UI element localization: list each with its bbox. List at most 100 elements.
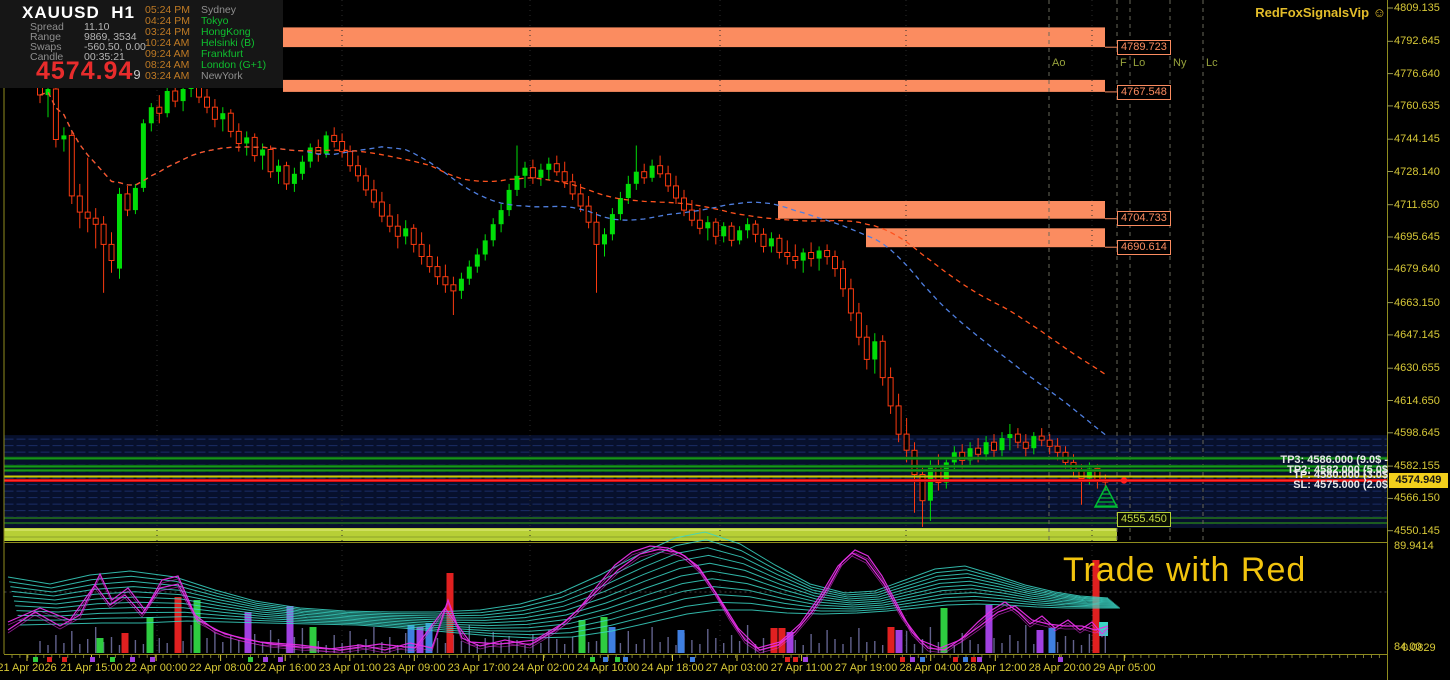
signal-marker [963,657,968,662]
swaps-value: -560.50, 0.00 [84,41,146,53]
signal-marker [110,657,115,662]
spread-label: Spread [30,21,64,33]
price-axis-label: 4792.645 [1394,35,1440,48]
price-axis-label: 4647.145 [1394,328,1440,341]
session-time-london: 08:24 AM [145,59,190,71]
session-time-tokyo: 04:24 PM [145,15,190,27]
signal-marker [33,657,38,662]
signal-marker [615,657,620,662]
signal-marker [62,657,67,662]
session-line-label-lc: Lc [1206,57,1218,69]
time-axis-label: 21 Apr 15:00 [60,662,123,674]
session-line-label-ny: Ny [1173,57,1187,69]
price-axis-label: 4566.150 [1394,492,1440,505]
signal-marker [90,657,95,662]
signal-marker [590,657,595,662]
signal-marker [977,657,982,662]
tp3-label: TP3: 4586.000 (9.0$ - [1280,454,1388,466]
signal-marker [690,657,695,662]
time-axis-label: 27 Apr 03:00 [705,662,769,674]
zone-price-label-4: 4690.614 [1117,240,1171,255]
price-axis-label: 4582.155 [1394,460,1440,473]
time-axis-label: 27 Apr 11:00 [770,662,833,674]
tp1-label: TP: 4580.000 (3.0$ [1293,469,1388,481]
signal-marker [920,657,925,662]
price-axis-label: 4809.135 [1394,2,1440,14]
indicator-min-value-b: 0.0829 [1402,642,1436,654]
time-axis-label: 24 Apr 02:00 [512,662,575,674]
time-axis-label: 27 Apr 19:00 [834,662,898,674]
signal-marker [150,657,155,662]
session-name-tokyo: Tokyo [201,15,229,27]
signal-marker [248,657,253,662]
signal-marker [971,657,976,662]
time-axis-label: 23 Apr 09:00 [383,662,446,674]
price-axis-label: 4728.140 [1394,165,1440,178]
price-axis-label: 4695.645 [1394,231,1440,243]
spread-value: 11.10 [84,21,110,33]
indicator-max-value: 89.9414 [1394,540,1434,552]
indicator-min-value-a: 84.00 [1394,641,1422,653]
time-axis-label: 28 Apr 20:00 [1028,662,1091,674]
session-name-sydney: Sydney [201,4,237,16]
signal-marker [1058,657,1063,662]
time-axis-label: 22 Apr 00:00 [124,662,188,674]
price-axis-label: 4630.655 [1394,362,1440,375]
price-axis-label: 4776.640 [1394,67,1440,80]
symbol-name: XAUUSD [22,3,100,22]
time-axis-label: 28 Apr 12:00 [964,662,1027,674]
watermark-signal-brand: RedFoxSignalsVip ☺ [1255,5,1386,20]
session-name-newyork: NewYork [201,70,243,82]
sl-label: SL: 4575.000 (2.0$ [1293,479,1388,491]
time-axis-label: 23 Apr 01:00 [318,662,381,674]
session-line-label-ao: Ao [1052,57,1066,69]
current-price-tag: 4574.949 [1389,473,1448,488]
session-line-label-f: F [1120,57,1127,69]
time-axis-label: 24 Apr 18:00 [641,662,704,674]
price-axis-label: 4614.650 [1394,394,1440,407]
time-axis-label: 21 Apr 2026 [0,662,57,674]
price-axis-label: 4711.650 [1394,198,1440,211]
candle-label: Candle [30,51,64,63]
time-axis-label: 29 Apr 05:00 [1093,662,1156,674]
signal-marker [130,657,135,662]
bid-price-last-digit: 9 [133,67,142,82]
signal-marker [47,657,52,662]
price-axis-label: 4598.645 [1394,426,1440,439]
time-axis-label: 22 Apr 16:00 [253,662,317,674]
session-time-helsinki: 10:24 AM [145,37,190,49]
session-name-helsinki: Helsinki (B) [201,37,255,49]
signal-marker [603,657,608,662]
signal-marker [910,657,915,662]
price-axis-label: 4679.640 [1394,263,1440,276]
price-axis-label: 4760.635 [1394,99,1440,112]
price-axis-label: 4550.145 [1394,524,1440,537]
tp2-label: TP2: 4582.000 (5.0$ [1287,464,1388,476]
time-axis-label: 22 Apr 08:00 [189,662,252,674]
time-axis-label: 28 Apr 04:00 [899,662,962,674]
zone-price-label-1: 4789.723 [1117,40,1171,55]
session-name-frankfurt: Frankfurt [201,48,244,60]
signal-marker [278,657,283,662]
candle-value: 00:35:21 [84,51,125,63]
bid-price: 4574.949 [36,57,142,86]
time-axis-label: 24 Apr 10:00 [576,662,640,674]
signal-marker [900,657,905,662]
price-axis-label: 4744.145 [1394,133,1440,146]
session-name-hongkong: HongKong [201,26,251,38]
swaps-label: Swaps [30,41,62,53]
signal-marker [623,657,628,662]
range-value: 9869, 3534 [84,31,137,43]
session-time-newyork: 03:24 AM [145,70,190,82]
symbol-title: XAUUSD H1 [22,3,135,23]
bid-price-main: 4574.94 [36,57,134,85]
price-axis-label: 4663.150 [1394,296,1440,309]
signal-marker [785,657,790,662]
signal-marker [953,657,958,662]
signal-marker [793,657,798,662]
signal-marker [803,657,808,662]
banner-trade-with-red: Trade with Red [1063,551,1307,589]
signal-marker [263,657,268,662]
